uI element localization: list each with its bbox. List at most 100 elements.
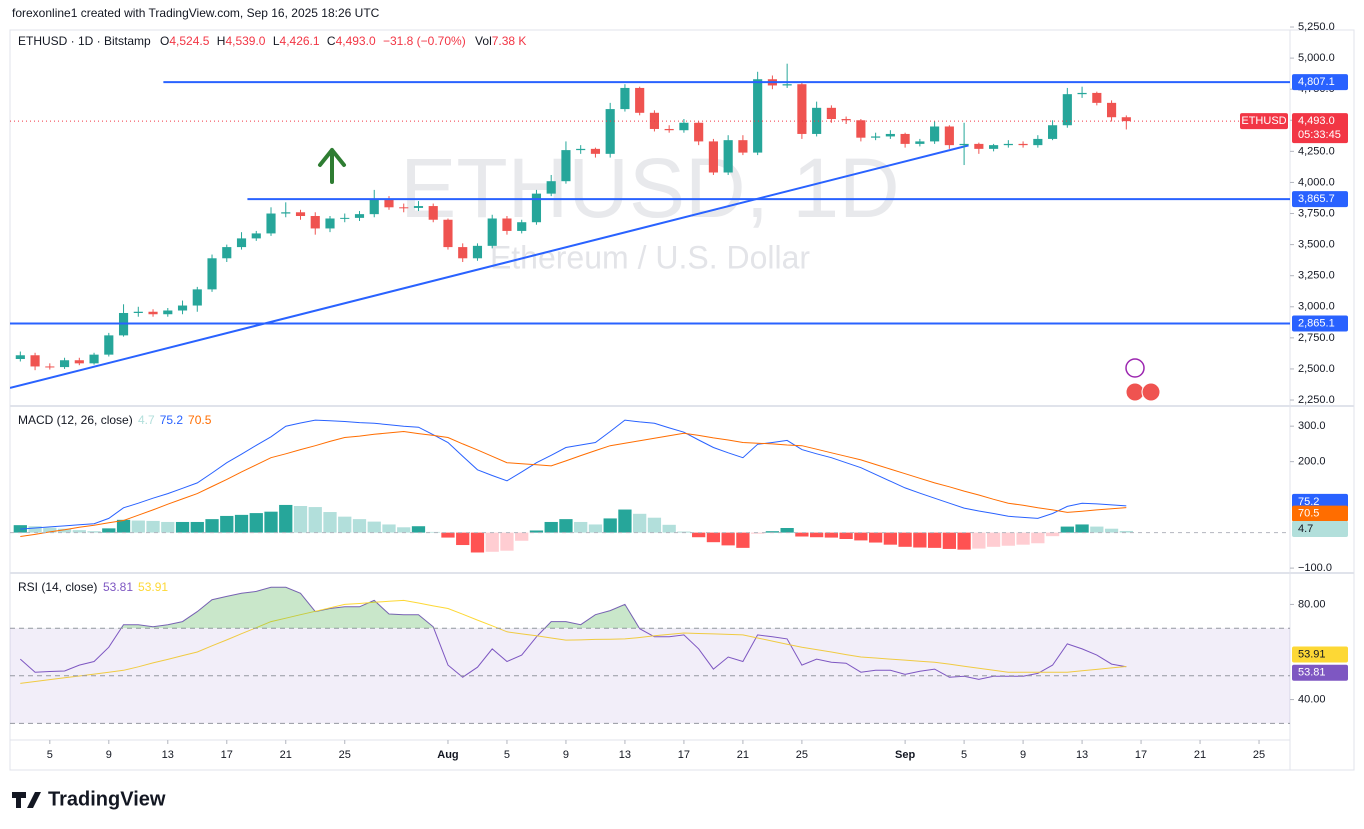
indicator-line — [20, 430, 1127, 537]
symbol-box — [1240, 113, 1288, 130]
candle-body — [502, 218, 512, 231]
histogram-bar — [426, 531, 440, 533]
event-icon — [1125, 382, 1145, 402]
histogram-bar — [810, 532, 824, 538]
candle-body — [708, 141, 718, 173]
event-icon — [1141, 382, 1161, 402]
histogram-bar — [1016, 532, 1030, 545]
ohlc-value: 4,524.5 — [169, 34, 209, 48]
ohlc-value: 4,493.0 — [336, 34, 376, 48]
candle-body — [15, 355, 25, 359]
histogram-bar — [544, 521, 558, 533]
histogram-bar — [323, 512, 337, 533]
candle-body — [89, 354, 99, 364]
histogram-bar — [839, 532, 853, 539]
candle-body — [944, 126, 954, 146]
histogram-bar — [146, 520, 160, 533]
histogram-bar — [308, 507, 322, 533]
candle-body — [133, 311, 143, 313]
hline-label: 4,807.1 — [1298, 76, 1335, 88]
hline-label-box — [1292, 191, 1348, 208]
histogram-bar — [161, 521, 175, 533]
candle-body — [236, 238, 247, 248]
candle-body — [738, 140, 748, 153]
y-tick-label: 3,250.0 — [1298, 270, 1335, 282]
ohlc-label: O — [160, 34, 169, 48]
histogram-bar — [868, 532, 883, 543]
histogram-bar — [574, 521, 588, 533]
x-tick-label: 17 — [1135, 749, 1147, 761]
x-tick-label: 5 — [47, 749, 53, 761]
histogram-bar — [500, 532, 514, 551]
histogram-bar — [559, 519, 573, 533]
histogram-bar — [721, 532, 735, 546]
candle-body — [753, 79, 763, 153]
y-tick-label: 4,000.0 — [1298, 176, 1335, 188]
series-last-label-box — [1292, 646, 1348, 663]
histogram-bar — [515, 532, 529, 541]
candle-body — [635, 87, 645, 113]
histogram-bar — [1060, 526, 1074, 533]
histogram-bar — [131, 520, 145, 533]
x-tick-label: 21 — [737, 749, 749, 761]
histogram-bar — [116, 519, 131, 533]
change: −31.8 (−0.70%) — [383, 34, 466, 48]
histogram-bar — [470, 532, 485, 553]
histogram-bar — [898, 532, 912, 547]
event-icon — [1125, 358, 1145, 378]
histogram-bar — [1001, 532, 1015, 546]
y-tick-label: 40.00 — [1298, 693, 1326, 705]
y-tick-label: 200.0 — [1298, 456, 1326, 468]
x-tick-label: 9 — [1020, 749, 1026, 761]
histogram-bar — [647, 517, 662, 533]
legend-value: 75.2 — [160, 413, 184, 427]
watermark-title: ETHUSD, 1D — [400, 141, 899, 235]
histogram-last-label: 4.7 — [1298, 523, 1313, 535]
x-tick-label: 13 — [162, 749, 174, 761]
indicator-line — [19, 586, 1127, 680]
candle-body — [546, 181, 556, 194]
x-tick-label: 17 — [221, 749, 233, 761]
ohlc-label: L — [273, 34, 280, 48]
candle-body — [974, 143, 984, 149]
last-price-label: 4,493.0 — [1298, 115, 1335, 127]
histogram-bar — [411, 526, 426, 533]
vol-label: Vol — [475, 34, 492, 48]
x-tick-label: 5 — [961, 749, 967, 761]
x-tick-label: 5 — [504, 749, 510, 761]
histogram-bar — [927, 532, 942, 548]
histogram-bar — [913, 532, 927, 548]
candle-body — [694, 122, 704, 142]
histogram-bar — [57, 528, 72, 533]
candle-body — [207, 258, 217, 290]
ohlc-label: H — [217, 34, 226, 48]
candle-body — [399, 207, 409, 209]
candle-body — [310, 216, 320, 229]
histogram-bar — [942, 532, 956, 549]
candle-body — [1033, 138, 1043, 146]
logo-mark — [12, 792, 41, 808]
histogram-bar — [72, 530, 86, 533]
ohlc-label: C — [327, 34, 336, 48]
histogram-last-label-box — [1292, 520, 1348, 537]
candle-body — [1062, 94, 1072, 126]
indicator-legend: 4.7 75.2 70.5 — [138, 413, 212, 427]
histogram-bar — [367, 521, 381, 533]
histogram-bar — [279, 504, 293, 533]
candle-body — [517, 222, 527, 231]
candle-body — [989, 145, 999, 149]
histogram-bar — [1119, 530, 1133, 533]
x-tick-label: 9 — [563, 749, 569, 761]
histogram-bar — [706, 532, 721, 543]
y-tick-label: 4,250.0 — [1298, 145, 1335, 157]
histogram-bar — [28, 526, 42, 533]
hline-label-box — [1292, 74, 1348, 91]
hline-label-box — [1292, 315, 1348, 332]
histogram-bar — [456, 532, 470, 546]
histogram-bar — [795, 532, 809, 537]
histogram-bar — [1045, 532, 1060, 537]
candle-body — [30, 355, 40, 367]
histogram-bar — [220, 515, 234, 533]
candle-body — [723, 140, 733, 173]
